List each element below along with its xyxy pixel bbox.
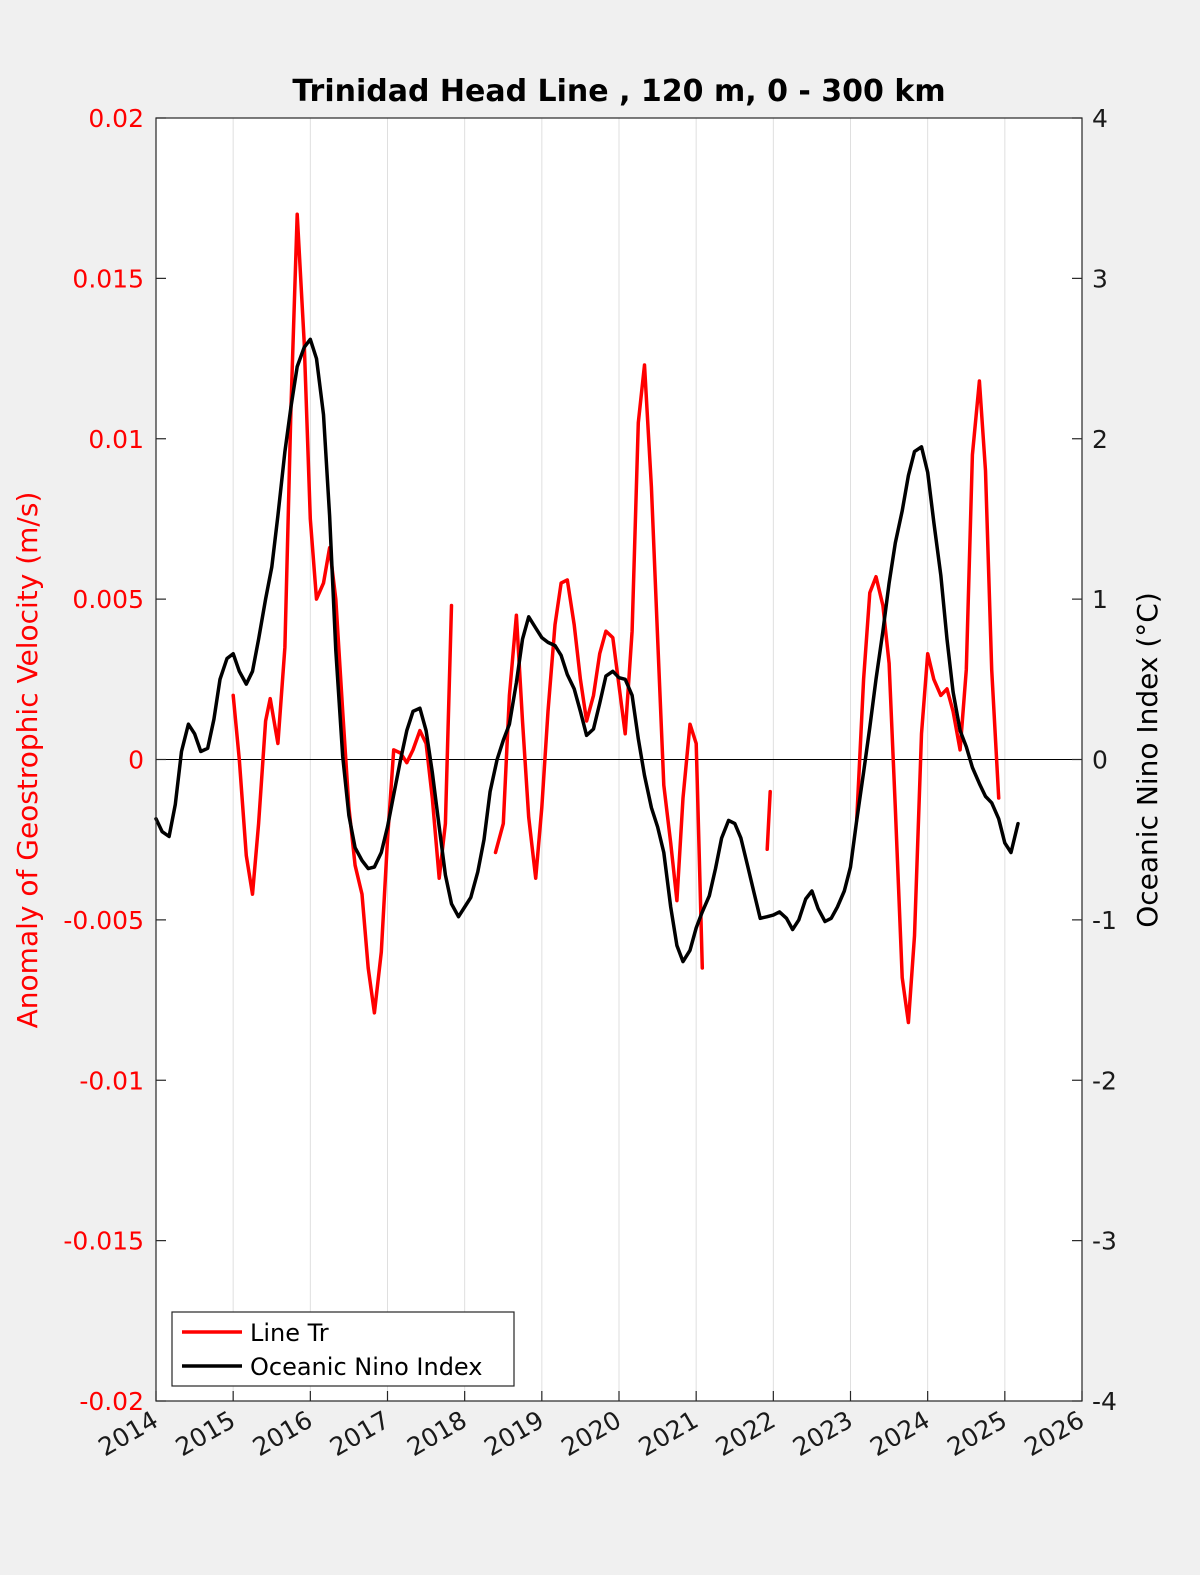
legend-box (171, 1311, 515, 1387)
legend-label-line-tr: Line Tr (250, 1319, 329, 1347)
right-tick-labels: 4 3 2 1 0 -1 -2 -3 -4 (1092, 104, 1117, 1416)
right-tick-label: -4 (1092, 1387, 1117, 1416)
left-tick-label: -0.015 (63, 1227, 144, 1256)
right-tick-label: 0 (1092, 746, 1108, 775)
chart-title: Trinidad Head Line , 120 m, 0 - 300 km (292, 74, 945, 109)
tick-marks (155, 117, 1083, 1402)
legend-label-oni: Oceanic Nino Index (250, 1353, 482, 1381)
series-line-line-tr (765, 789, 772, 852)
series-line-oceanic-nino-index (154, 337, 1020, 964)
right-tick-label: 3 (1092, 264, 1108, 293)
left-tick-label: 0 (128, 746, 144, 775)
left-tick-label: 0.02 (88, 104, 144, 133)
left-tick-label: -0.005 (63, 906, 144, 935)
right-tick-label: -1 (1092, 906, 1117, 935)
series-layer (154, 212, 1020, 1025)
left-tick-label: -0.02 (79, 1387, 144, 1416)
left-tick-labels: 0.02 0.015 0.01 0.005 0 -0.005 -0.01 -0.015 -0.0… (63, 104, 144, 1416)
left-axis-label: Anomaly of Geostrophic Velocity (m/s) (11, 492, 44, 1029)
legend: Line Tr Oceanic Nino Index (171, 1311, 515, 1387)
series-line-line-tr (231, 212, 454, 1015)
right-tick-label: 1 (1092, 585, 1108, 614)
right-tick-label: 2 (1092, 425, 1108, 454)
right-tick-label: 4 (1092, 104, 1108, 133)
right-axis-label: Oceanic Nino Index (°C) (1131, 592, 1164, 928)
series-line-line-tr (854, 379, 1001, 1025)
left-tick-label: 0.005 (72, 585, 144, 614)
right-tick-label: -3 (1092, 1227, 1117, 1256)
series-line-line-tr (493, 363, 705, 970)
left-tick-label: 0.01 (88, 425, 144, 454)
right-tick-label: -2 (1092, 1066, 1117, 1095)
left-tick-label: -0.01 (79, 1066, 144, 1095)
left-tick-label: 0.015 (72, 264, 144, 293)
